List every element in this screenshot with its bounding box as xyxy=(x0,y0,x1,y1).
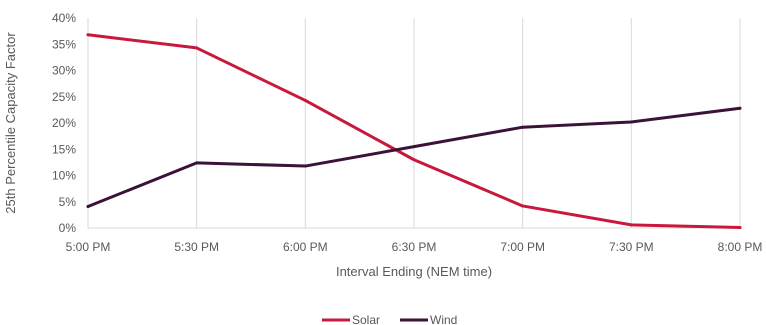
legend-label: Solar xyxy=(352,313,380,325)
x-tick-label: 7:30 PM xyxy=(609,240,654,254)
legend: Solar Wind xyxy=(322,313,457,325)
y-tick-label: 10% xyxy=(52,169,76,183)
solar-data-point xyxy=(412,158,416,162)
solar-data-point xyxy=(629,223,633,227)
wind-data-point xyxy=(629,120,633,124)
solar-data-point xyxy=(738,225,742,229)
y-axis-title: 25th Percentile Capacity Factor xyxy=(3,32,18,214)
wind-data-point xyxy=(521,125,525,129)
legend-item-solar: Solar xyxy=(322,313,380,325)
x-tick-label: 7:00 PM xyxy=(500,240,545,254)
solar-data-point xyxy=(195,46,199,50)
gridlines xyxy=(87,18,741,228)
legend-item-wind: Wind xyxy=(400,313,457,325)
wind-data-point xyxy=(86,204,90,208)
y-tick-label: 40% xyxy=(52,11,76,25)
solar-data-point xyxy=(521,204,525,208)
y-tick-label: 5% xyxy=(59,195,77,209)
x-tick-label: 8:00 PM xyxy=(718,240,763,254)
y-tick-label: 25% xyxy=(52,90,76,104)
legend-label: Wind xyxy=(430,313,457,325)
y-tick-label: 15% xyxy=(52,142,76,156)
y-axis-ticks: 0% 5% 10% 15% 20% 25% 30% 35% 40% xyxy=(52,11,76,235)
y-tick-label: 35% xyxy=(52,37,76,51)
series-lines xyxy=(86,33,742,229)
wind-data-point xyxy=(303,164,307,168)
solar-data-point xyxy=(303,98,307,102)
y-tick-label: 20% xyxy=(52,116,76,130)
x-axis-ticks: 5:00 PM 5:30 PM 6:00 PM 6:30 PM 7:00 PM 7:30 … xyxy=(66,240,763,254)
x-tick-label: 5:30 PM xyxy=(174,240,219,254)
solar-data-point xyxy=(86,33,90,37)
wind-data-point xyxy=(412,145,416,149)
wind-data-point xyxy=(738,106,742,110)
wind-data-point xyxy=(195,161,199,165)
x-tick-label: 6:00 PM xyxy=(283,240,328,254)
y-tick-label: 30% xyxy=(52,64,76,78)
x-tick-label: 6:30 PM xyxy=(392,240,437,254)
x-axis-title: Interval Ending (NEM time) xyxy=(336,264,492,279)
x-tick-label: 5:00 PM xyxy=(66,240,111,254)
y-tick-label: 0% xyxy=(59,221,77,235)
